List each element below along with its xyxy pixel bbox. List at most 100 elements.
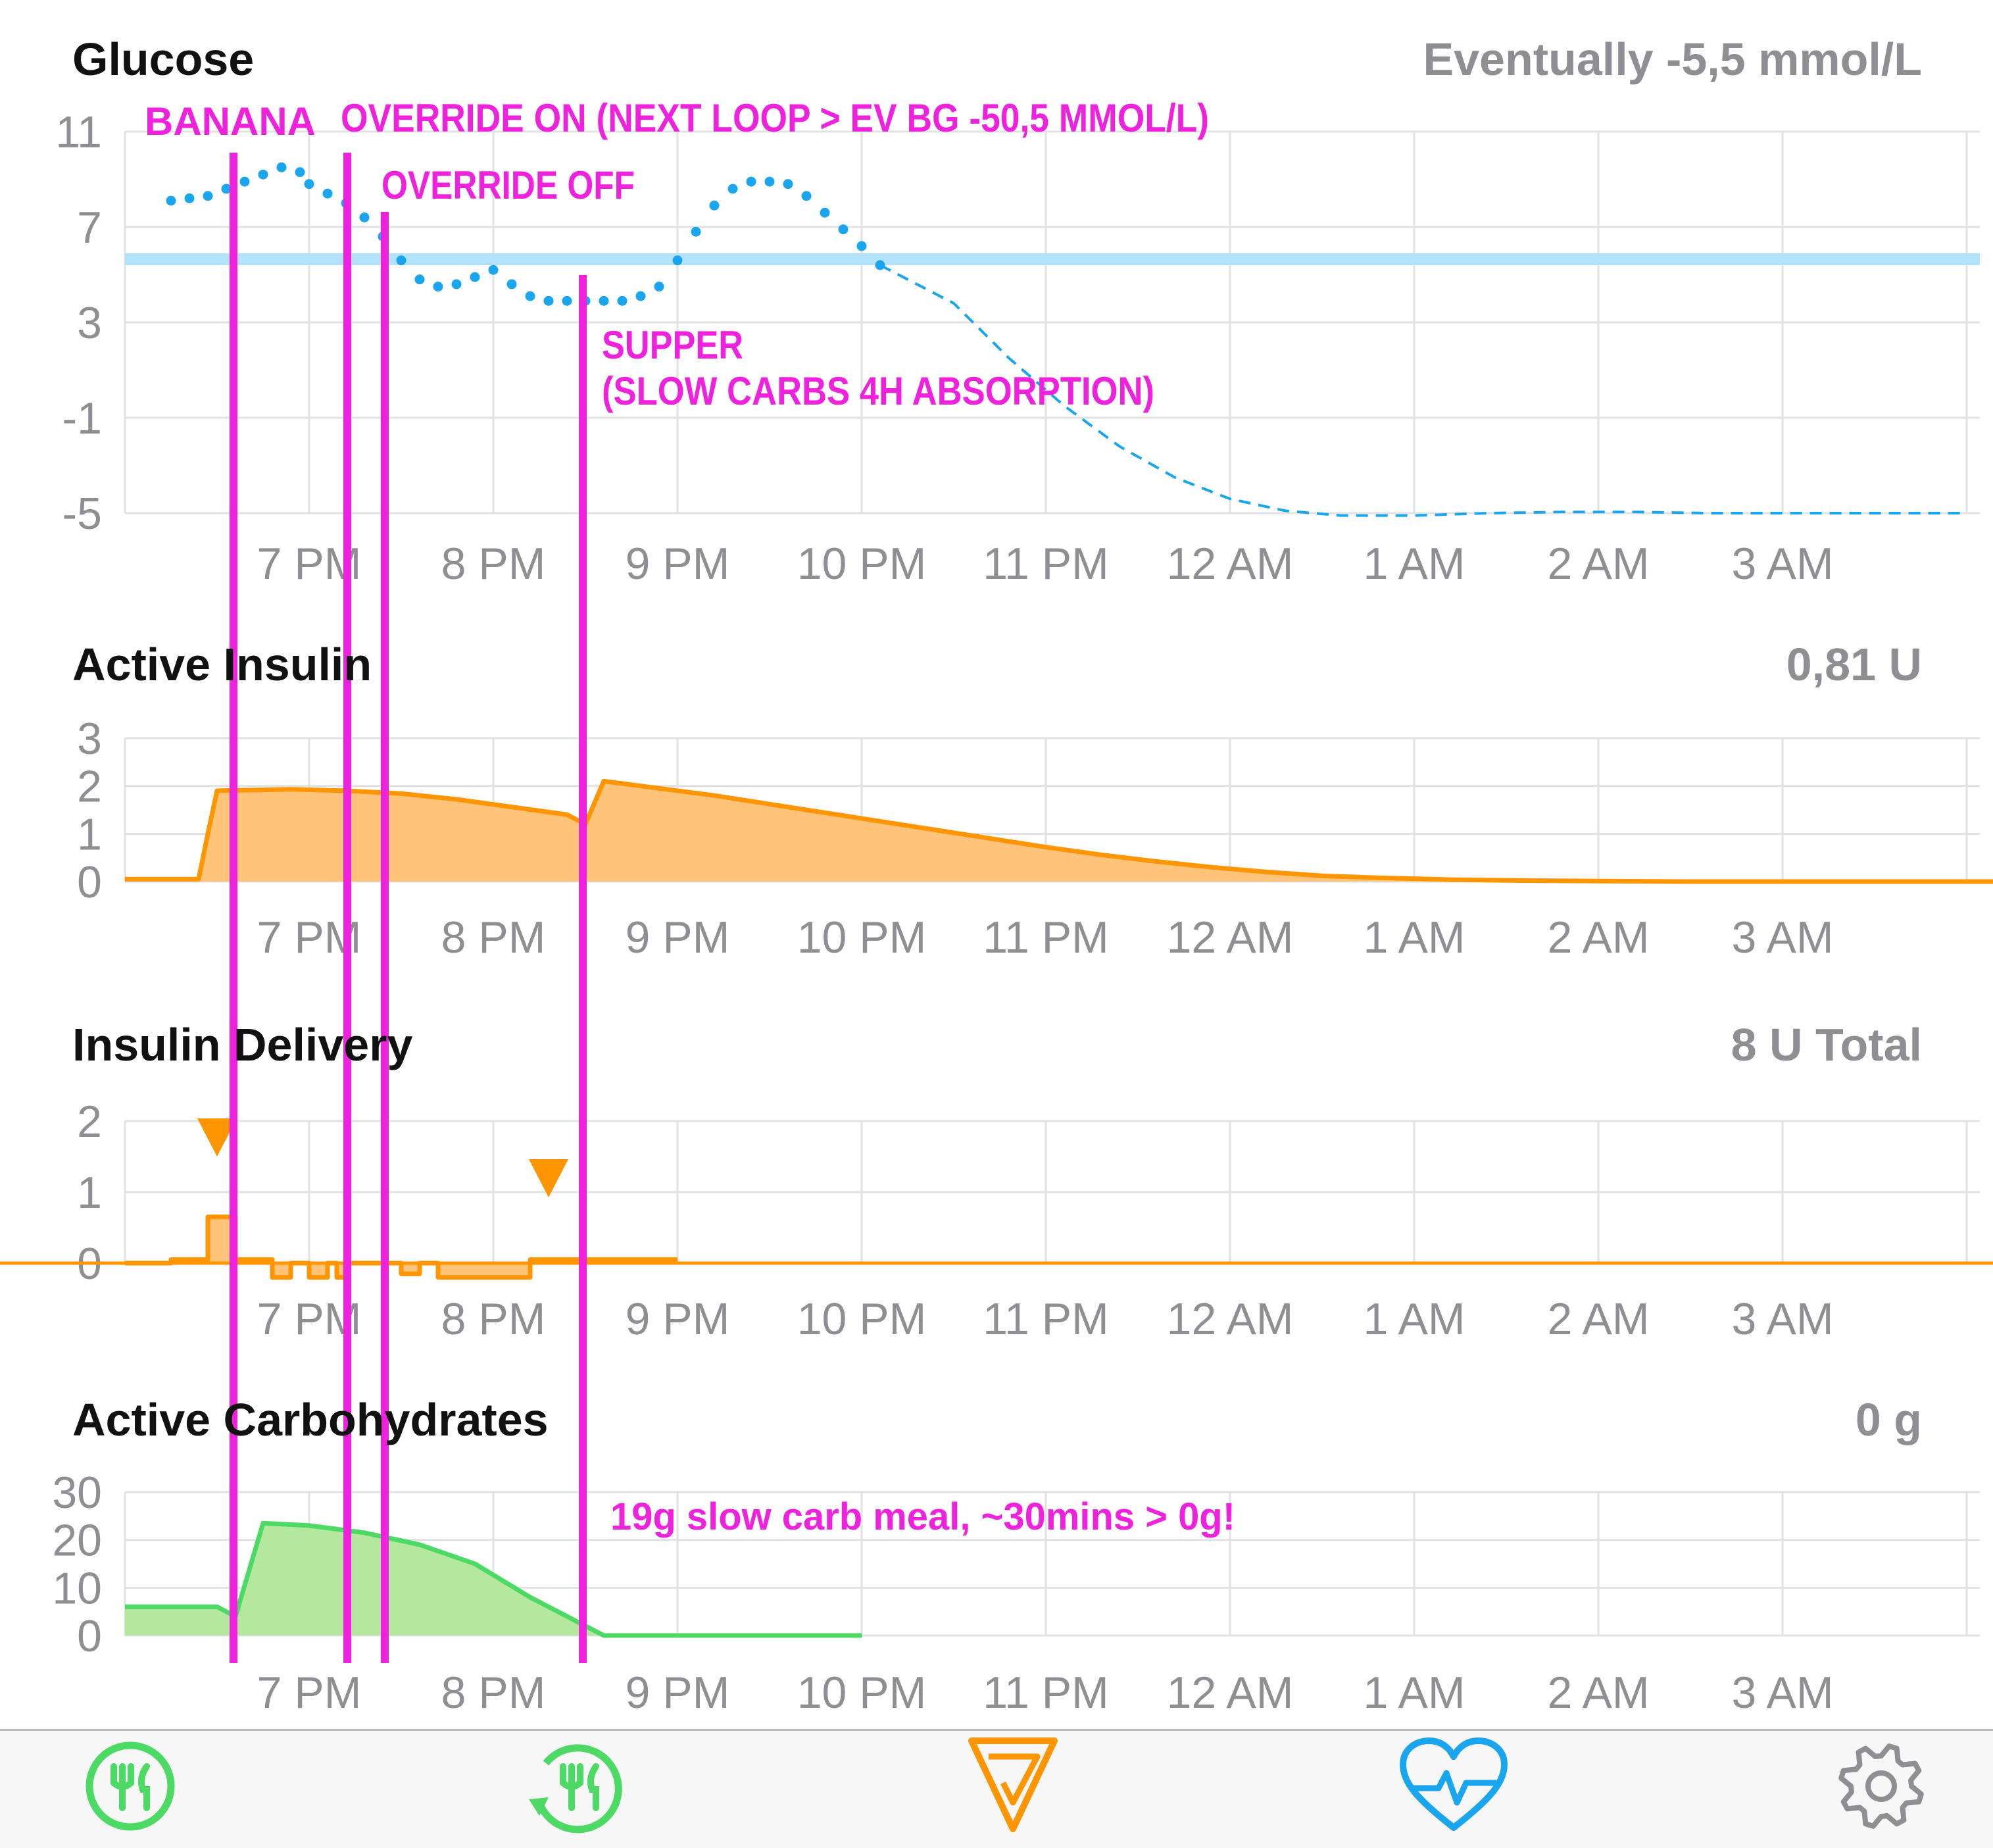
y-tick-label: -5 — [62, 489, 102, 539]
y-tick-label: 0 — [77, 1611, 102, 1661]
glucose-reading-point — [617, 295, 627, 306]
glucose-reading-point — [543, 295, 554, 306]
glucose-reading-point — [599, 295, 609, 306]
x-tick-label: 8 PM — [441, 1294, 546, 1344]
supper-annotation: SUPPER — [602, 323, 743, 367]
carb-entry-button[interactable] — [74, 1737, 186, 1836]
x-tick-label: 12 AM — [1167, 1294, 1294, 1344]
x-tick-label: 8 PM — [441, 1668, 546, 1718]
x-tick-label: 2 AM — [1548, 1668, 1650, 1718]
settings-button[interactable] — [1825, 1737, 1937, 1836]
x-tick-label: 12 AM — [1167, 1668, 1294, 1718]
y-tick-label: 2 — [77, 1097, 102, 1147]
y-tick-label: 20 — [52, 1516, 102, 1566]
bolus-marker — [197, 1118, 237, 1157]
glucose-reading-point — [396, 255, 406, 266]
y-tick-label: 3 — [77, 298, 102, 348]
glucose-reading-point — [451, 279, 462, 289]
x-tick-label: 1 AM — [1364, 912, 1465, 962]
glucose-reading-point — [856, 241, 867, 251]
glucose-reading-point — [433, 282, 443, 292]
fork-knife-icon — [86, 1741, 175, 1831]
insulin_delivery-line — [125, 1214, 677, 1280]
glucose-reading-point — [276, 162, 287, 172]
x-tick-label: 10 PM — [797, 1668, 927, 1718]
y-tick-label: 2 — [77, 762, 102, 812]
override-on-marker-line — [343, 153, 351, 1663]
insulin-delivery-chart-title: Insulin Delivery — [72, 1019, 413, 1070]
glucose-reading-point — [203, 191, 213, 201]
glucose-reading-point — [635, 291, 646, 301]
active-carbs-value[interactable]: 0 g — [1855, 1394, 1922, 1445]
carb-meal-annotation: 19g slow carb meal, ~30mins > 0g! — [610, 1495, 1235, 1538]
y-tick-label: -1 — [62, 393, 102, 443]
y-tick-label: 11 — [55, 107, 102, 157]
x-tick-label: 1 AM — [1364, 539, 1465, 589]
annotation-overlay: BANANA OVERRIDE ON (NEXT LOOP > EV BG -50… — [145, 96, 1235, 1663]
glucose-reading-point — [727, 184, 738, 194]
x-tick-label: 3 AM — [1732, 1668, 1834, 1718]
x-tick-label: 8 PM — [441, 539, 546, 589]
glucose-forecast-line — [879, 264, 1967, 517]
y-tick-label: 1 — [77, 1168, 102, 1218]
override-off-annotation: OVERRIDE OFF — [381, 163, 635, 207]
x-tick-label: 2 AM — [1548, 912, 1650, 962]
bolus-fork-knife-icon — [529, 1744, 622, 1834]
glucose-reading-point — [295, 167, 305, 178]
glucose-reading-point — [783, 179, 793, 189]
glucose-reading-point — [322, 188, 333, 199]
x-tick-label: 9 PM — [626, 539, 730, 589]
gear-icon — [1838, 1743, 1924, 1829]
glucose-reading-point — [304, 179, 314, 189]
glucose-reading-point — [746, 176, 756, 187]
supper-annotation-detail: (SLOW CARBS 4H ABSORPTION) — [602, 369, 1154, 413]
glucose-reading-point — [488, 264, 499, 275]
glucose-chart-title: Glucose — [72, 34, 255, 85]
active_carbs-area — [125, 1523, 862, 1636]
glucose-reading-point — [764, 176, 775, 187]
x-tick-label: 11 PM — [983, 912, 1108, 962]
x-tick-label: 12 AM — [1167, 912, 1294, 962]
y-tick-label: 1 — [77, 809, 102, 859]
banana-marker-line — [230, 153, 237, 1663]
supper-marker-line — [579, 275, 587, 1663]
x-tick-label: 9 PM — [626, 912, 730, 962]
loop-triangle-icon — [968, 1737, 1058, 1832]
target-range-band — [125, 253, 1980, 265]
override-off-marker-line — [381, 212, 389, 1663]
glucose-eventual-value[interactable]: Eventually -5,5 mmol/L — [1423, 34, 1922, 85]
x-tick-label: 9 PM — [626, 1668, 730, 1718]
glucose-reading-point — [525, 291, 535, 301]
x-tick-label: 1 AM — [1364, 1294, 1465, 1344]
bolus-marker — [529, 1159, 568, 1197]
x-tick-label: 3 AM — [1732, 1294, 1834, 1344]
x-tick-label: 8 PM — [441, 912, 546, 962]
glucose-reading-point — [506, 279, 517, 289]
x-tick-label: 10 PM — [797, 1294, 927, 1344]
health-button[interactable] — [1398, 1737, 1510, 1836]
x-tick-label: 2 AM — [1548, 539, 1650, 589]
x-tick-label: 1 AM — [1364, 1668, 1465, 1718]
active-carbs-chart-title: Active Carbohydrates — [72, 1394, 549, 1445]
override-on-annotation: OVERRIDE ON (NEXT LOOP > EV BG -50,5 MMO… — [341, 96, 1209, 140]
glucose-reading-point — [562, 295, 572, 306]
insulin-delivery-total[interactable]: 8 U Total — [1731, 1019, 1922, 1070]
glucose-reading-point — [838, 224, 849, 235]
glucose-reading-point — [258, 169, 268, 180]
glucose-reading-point — [166, 195, 176, 206]
y-tick-label: 30 — [52, 1468, 102, 1518]
x-tick-label: 10 PM — [797, 912, 927, 962]
glucose-reading-point — [359, 212, 370, 222]
glucose-reading-point — [239, 176, 250, 187]
bolus-button[interactable] — [520, 1737, 631, 1836]
active-insulin-value[interactable]: 0,81 U — [1786, 639, 1922, 690]
loop-status-button[interactable] — [957, 1737, 1069, 1836]
glucose-reading-point — [470, 272, 480, 282]
glucose-reading-point — [691, 226, 701, 237]
